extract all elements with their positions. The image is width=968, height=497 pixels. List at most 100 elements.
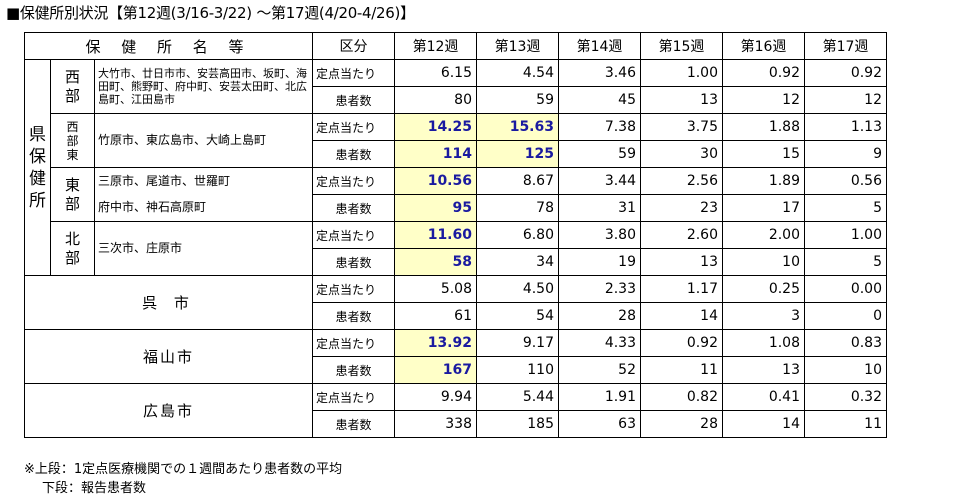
value-cell: 0.82 xyxy=(640,383,723,411)
district-name-seibu: 西部 xyxy=(65,67,81,105)
value-cell: 12 xyxy=(722,86,805,114)
value-cell: 0.25 xyxy=(722,275,805,303)
value-cell: 59 xyxy=(476,86,559,114)
value-cell: 0.83 xyxy=(804,329,887,357)
row-label-teiten: 定点当たり xyxy=(312,275,395,303)
value-cell: 23 xyxy=(640,194,723,222)
district-name-hokubu: 北部 xyxy=(65,229,81,267)
municipalities: 竹原市、東広島市、大崎上島町 xyxy=(94,113,313,168)
value-cell: 54 xyxy=(476,302,559,330)
header-category: 区分 xyxy=(312,32,395,60)
value-cell: 3.46 xyxy=(558,59,641,87)
value-cell: 2.56 xyxy=(640,167,723,195)
clinic-status-table: 保 健 所 名 等 区分 第12週 第13週 第14週 第15週 第16週 第1… xyxy=(24,32,887,438)
value-cell: 8.67 xyxy=(476,167,559,195)
city-name-kure: 呉 市 xyxy=(24,275,313,330)
district-name: 西部東 xyxy=(50,113,95,168)
district-name: 東部 xyxy=(50,167,95,222)
value-cell: 4.33 xyxy=(558,329,641,357)
row-label-kanja: 患者数 xyxy=(312,194,395,222)
municipalities: 大竹市、廿日市市、安芸高田市、坂町、海田町、熊野町、府中町、安芸太田町、北広島町… xyxy=(94,59,313,114)
value-cell: 52 xyxy=(558,356,641,384)
value-cell: 78 xyxy=(476,194,559,222)
value-cell: 1.00 xyxy=(804,221,887,249)
value-cell: 0.92 xyxy=(640,329,723,357)
value-cell: 10 xyxy=(722,248,805,276)
row-label-kanja: 患者数 xyxy=(312,356,395,384)
value-cell: 0.56 xyxy=(804,167,887,195)
value-cell: 1.89 xyxy=(722,167,805,195)
value-cell: 1.91 xyxy=(558,383,641,411)
value-cell: 13 xyxy=(722,356,805,384)
value-cell: 13 xyxy=(640,248,723,276)
row-label-teiten: 定点当たり xyxy=(312,329,395,357)
municipalities: 三原市、尾道市、世羅町 xyxy=(94,167,313,195)
row-label-kanja: 患者数 xyxy=(312,302,395,330)
footnote-upper: ※上段：1定点医療機関での１週間あたり患者数の平均 xyxy=(24,462,343,477)
value-cell: 6.15 xyxy=(394,59,477,87)
header-week-14: 第14週 xyxy=(558,32,641,60)
value-cell: 3.75 xyxy=(640,113,723,141)
header-week-13: 第13週 xyxy=(476,32,559,60)
value-cell: 338 xyxy=(394,410,477,438)
value-cell: 3 xyxy=(722,302,805,330)
row-label-kanja: 患者数 xyxy=(312,140,395,168)
value-cell: 1.00 xyxy=(640,59,723,87)
prefectural-label-text: 県保健所 xyxy=(29,124,46,211)
value-cell-highlight: 15.63 xyxy=(476,113,559,141)
value-cell: 34 xyxy=(476,248,559,276)
row-label-kanja: 患者数 xyxy=(312,410,395,438)
value-cell: 0.32 xyxy=(804,383,887,411)
value-cell: 61 xyxy=(394,302,477,330)
value-cell: 63 xyxy=(558,410,641,438)
value-cell: 31 xyxy=(558,194,641,222)
value-cell-highlight: 13.92 xyxy=(394,329,477,357)
city-name-fukuyama: 福山市 xyxy=(24,329,313,384)
value-cell: 4.54 xyxy=(476,59,559,87)
value-cell: 30 xyxy=(640,140,723,168)
value-cell-highlight: 14.25 xyxy=(394,113,477,141)
value-cell: 19 xyxy=(558,248,641,276)
header-week-17: 第17週 xyxy=(804,32,887,60)
value-cell: 15 xyxy=(722,140,805,168)
municipalities: 府中市、神石高原町 xyxy=(94,194,313,222)
value-cell: 80 xyxy=(394,86,477,114)
value-cell: 9.94 xyxy=(394,383,477,411)
value-cell: 12 xyxy=(804,86,887,114)
row-label-kanja: 患者数 xyxy=(312,248,395,276)
value-cell-highlight: 95 xyxy=(394,194,477,222)
value-cell: 13 xyxy=(640,86,723,114)
value-cell-highlight: 114 xyxy=(394,140,477,168)
value-cell: 4.50 xyxy=(476,275,559,303)
value-cell: 1.13 xyxy=(804,113,887,141)
value-cell: 3.80 xyxy=(558,221,641,249)
value-cell: 5 xyxy=(804,248,887,276)
value-cell: 6.80 xyxy=(476,221,559,249)
value-cell: 0.00 xyxy=(804,275,887,303)
value-cell: 28 xyxy=(640,410,723,438)
value-cell: 5.08 xyxy=(394,275,477,303)
value-cell: 0.41 xyxy=(722,383,805,411)
value-cell-highlight: 125 xyxy=(476,140,559,168)
district-name: 西部 xyxy=(50,59,95,114)
value-cell: 185 xyxy=(476,410,559,438)
city-name-hiroshima: 広島市 xyxy=(24,383,313,438)
value-cell: 1.17 xyxy=(640,275,723,303)
value-cell-highlight: 10.56 xyxy=(394,167,477,195)
row-label-teiten: 定点当たり xyxy=(312,221,395,249)
value-cell-highlight: 58 xyxy=(394,248,477,276)
value-cell: 3.44 xyxy=(558,167,641,195)
value-cell: 9 xyxy=(804,140,887,168)
value-cell: 0 xyxy=(804,302,887,330)
header-week-16: 第16週 xyxy=(722,32,805,60)
value-cell: 0.92 xyxy=(722,59,805,87)
value-cell: 2.00 xyxy=(722,221,805,249)
value-cell: 9.17 xyxy=(476,329,559,357)
value-cell: 110 xyxy=(476,356,559,384)
value-cell: 2.33 xyxy=(558,275,641,303)
row-label-teiten: 定点当たり xyxy=(312,113,395,141)
value-cell: 59 xyxy=(558,140,641,168)
value-cell: 45 xyxy=(558,86,641,114)
row-label-kanja: 患者数 xyxy=(312,86,395,114)
value-cell: 0.92 xyxy=(804,59,887,87)
